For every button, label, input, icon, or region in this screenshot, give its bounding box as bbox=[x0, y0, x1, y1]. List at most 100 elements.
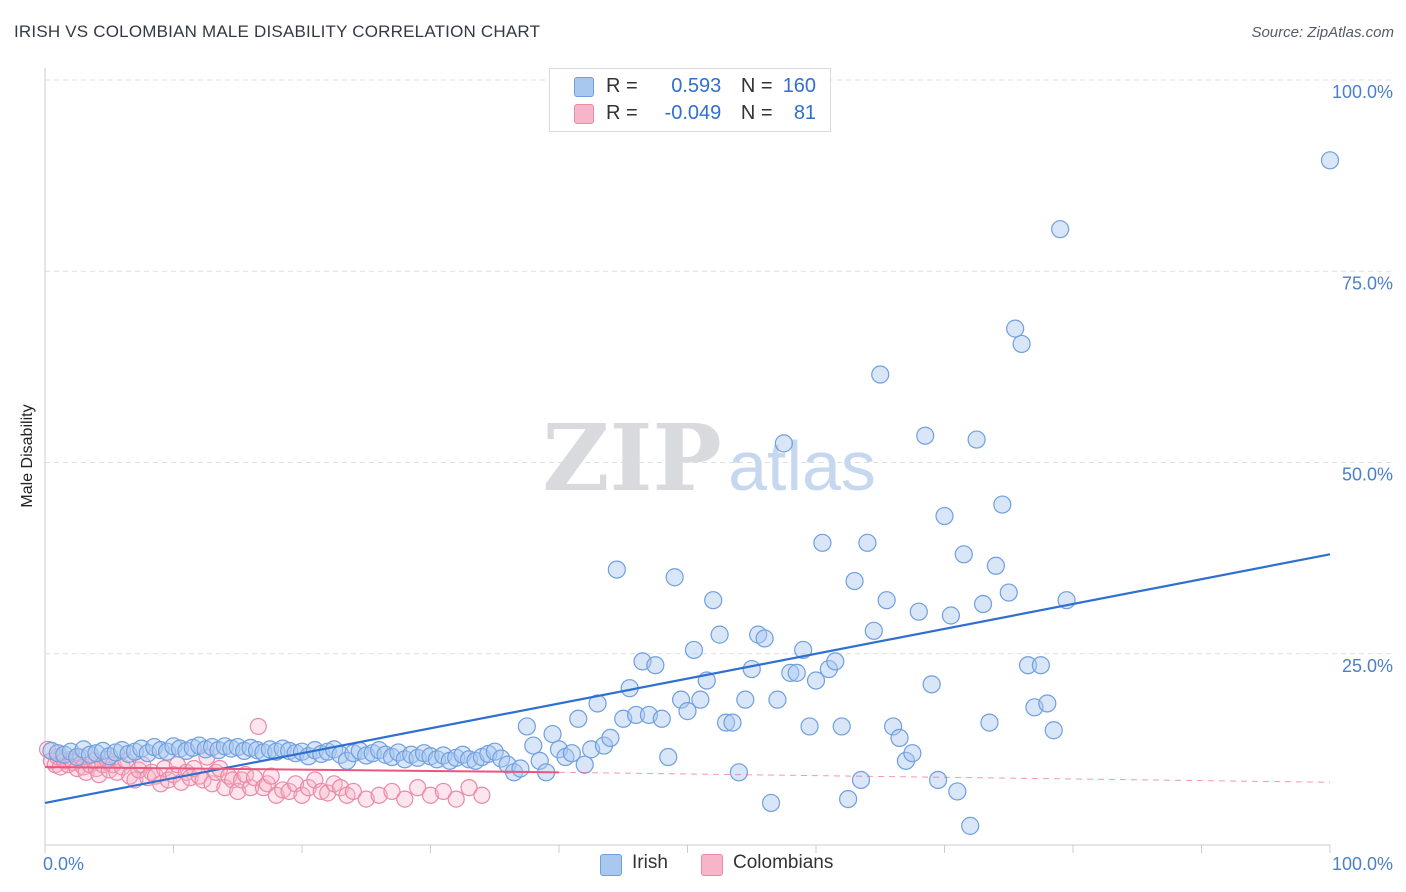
irish-point bbox=[954, 545, 973, 564]
irish-point bbox=[967, 430, 986, 449]
colombian-point bbox=[319, 784, 337, 802]
colombian-point bbox=[236, 766, 255, 784]
watermark: ZIP atlas bbox=[542, 404, 876, 512]
irish-point bbox=[839, 789, 858, 809]
legend-r-value-irish: 0.593 bbox=[671, 75, 722, 97]
irish-point bbox=[729, 763, 749, 782]
irish-point bbox=[916, 426, 935, 445]
colombian-point bbox=[383, 782, 401, 801]
y-tick-label: 25.0% bbox=[1342, 656, 1393, 676]
colombian-point bbox=[370, 786, 388, 804]
irish-point bbox=[871, 365, 890, 384]
irish-point bbox=[928, 770, 948, 790]
colombian-point bbox=[249, 717, 267, 736]
colombian-point bbox=[357, 790, 375, 808]
irish-point bbox=[691, 690, 710, 709]
irish-point bbox=[935, 506, 954, 526]
irish-point bbox=[826, 652, 845, 671]
irish-point bbox=[710, 625, 729, 644]
irish-point bbox=[511, 759, 530, 778]
irish-point bbox=[517, 717, 536, 736]
irish-point bbox=[845, 571, 864, 591]
trend-lines bbox=[44, 553, 1331, 805]
x-tick-label: 0.0% bbox=[43, 854, 84, 874]
legend-n-value-colombians: 81 bbox=[793, 102, 817, 124]
chart-title: IRISH VS COLOMBIAN MALE DISABILITY CORRE… bbox=[14, 22, 541, 41]
irish-point bbox=[755, 629, 774, 648]
irish-point bbox=[742, 659, 761, 679]
colombian-point bbox=[473, 786, 491, 804]
irish-point bbox=[774, 434, 793, 453]
legend-n-value-irish: 160 bbox=[782, 75, 817, 97]
irish-point bbox=[704, 591, 723, 610]
colombian-point bbox=[434, 782, 452, 801]
irish-point bbox=[999, 583, 1018, 602]
irish-point bbox=[1012, 334, 1031, 354]
irish-point bbox=[851, 770, 871, 790]
legend-swatch-irish bbox=[574, 77, 594, 97]
grid-layer bbox=[45, 79, 1395, 655]
irish-point bbox=[890, 728, 909, 748]
irish-point bbox=[993, 495, 1012, 514]
colombian-point bbox=[409, 779, 427, 797]
series-label-colombians: Colombians bbox=[733, 852, 834, 873]
irish-point bbox=[813, 533, 832, 552]
series-swatch-colombians bbox=[701, 854, 723, 876]
irish-point bbox=[877, 591, 896, 610]
legend-swatch-colombians bbox=[574, 104, 594, 124]
irish-point bbox=[1044, 721, 1063, 740]
irish-point bbox=[1018, 656, 1038, 675]
irish-point bbox=[1051, 220, 1070, 239]
irish-point bbox=[1320, 151, 1340, 170]
axes-layer bbox=[44, 68, 1331, 853]
y-tick-label: 75.0% bbox=[1342, 273, 1393, 293]
irish-point bbox=[761, 793, 781, 813]
irish-point bbox=[575, 755, 594, 774]
irish-point bbox=[909, 602, 928, 621]
legend-n-label: N = bbox=[740, 102, 773, 124]
legend-n-label: N = bbox=[740, 75, 773, 97]
colombian-trend-line bbox=[44, 765, 560, 774]
colombian-point bbox=[242, 779, 260, 797]
colombian-point bbox=[396, 790, 414, 808]
watermark-atlas: atlas bbox=[728, 427, 876, 505]
irish-point bbox=[562, 744, 581, 763]
irish-point bbox=[986, 556, 1006, 575]
irish-point bbox=[781, 663, 800, 682]
colombian-point bbox=[421, 786, 440, 804]
series-label-irish: Irish bbox=[632, 852, 668, 873]
irish-point bbox=[980, 713, 999, 732]
x-tick-label: 100.0% bbox=[1332, 854, 1393, 874]
irish-point bbox=[530, 751, 549, 770]
y-tick-label: 50.0% bbox=[1342, 465, 1393, 485]
correlation-legend: R = 0.593 N = 160 R = -0.049 N = 81 bbox=[549, 68, 831, 132]
irish-point bbox=[652, 709, 671, 728]
series-legend: Irish Colombians bbox=[0, 852, 1406, 876]
irish-point bbox=[903, 744, 922, 763]
irish-point bbox=[806, 671, 826, 690]
colombian-point bbox=[460, 779, 478, 797]
irish-point bbox=[665, 568, 684, 587]
irish-point bbox=[973, 594, 993, 614]
irish-point bbox=[941, 606, 961, 625]
irish-point bbox=[485, 742, 504, 761]
irish-point bbox=[794, 640, 813, 660]
irish-point bbox=[601, 728, 620, 748]
irish-point bbox=[723, 713, 742, 732]
irish-point bbox=[678, 702, 697, 721]
irish-point bbox=[543, 724, 562, 744]
irish-point bbox=[883, 717, 903, 736]
irish-point bbox=[646, 656, 665, 675]
legend-r-label: R = bbox=[606, 102, 638, 124]
irish-point bbox=[832, 717, 851, 736]
legend-r-value-colombians: -0.049 bbox=[664, 102, 722, 124]
irish-point bbox=[768, 690, 787, 709]
irish-point bbox=[1006, 319, 1025, 338]
colombian-point bbox=[447, 790, 465, 808]
irish-point bbox=[524, 736, 543, 755]
irish-point bbox=[858, 533, 877, 552]
irish-point bbox=[864, 621, 883, 640]
irish-point bbox=[607, 560, 626, 579]
irish-point bbox=[736, 690, 755, 709]
